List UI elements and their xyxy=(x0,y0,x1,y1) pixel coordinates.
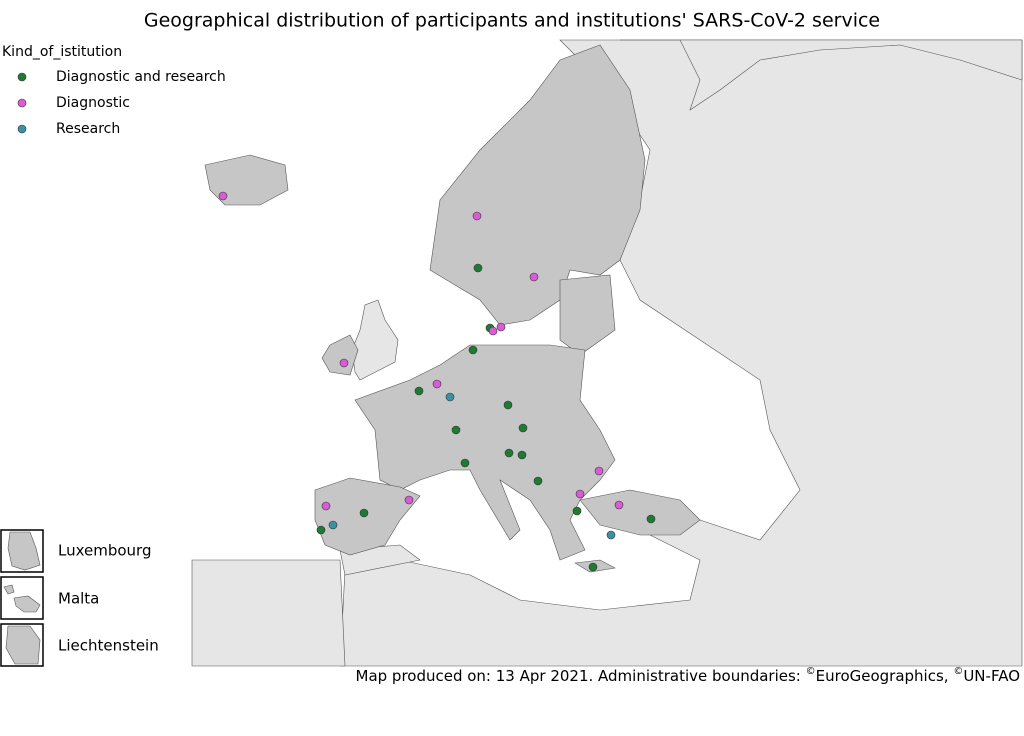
institution-point xyxy=(472,211,482,221)
institution-point xyxy=(473,263,483,273)
legend-label: Diagnostic xyxy=(56,95,130,111)
footer-text: UN-FAO xyxy=(963,667,1020,685)
institution-point xyxy=(432,379,442,389)
institution-point xyxy=(533,476,543,486)
legend-marker xyxy=(17,124,27,134)
institution-point xyxy=(594,466,604,476)
institution-point xyxy=(504,448,514,458)
country xyxy=(354,344,616,561)
footer-copyright: © xyxy=(953,666,963,677)
institution-point xyxy=(321,501,331,511)
institution-point xyxy=(646,514,656,524)
land xyxy=(620,39,1023,111)
inset-label: Malta xyxy=(58,590,99,608)
legend: Diagnostic and research Diagnostic Researc… xyxy=(17,69,226,137)
institution-point xyxy=(316,525,326,535)
country xyxy=(321,334,359,376)
country xyxy=(579,489,701,536)
land xyxy=(191,559,346,667)
institution-point xyxy=(588,562,598,572)
institution-point xyxy=(468,345,478,355)
institution-point xyxy=(414,386,424,396)
inset-shape xyxy=(7,531,41,571)
institution-point xyxy=(496,322,506,332)
title: Geographical distribution of participant… xyxy=(144,10,880,32)
institution-point xyxy=(575,489,585,499)
institution-point xyxy=(606,530,616,540)
institution-point xyxy=(503,400,513,410)
institution-point xyxy=(517,450,527,460)
institution-point xyxy=(218,191,228,201)
institution-point xyxy=(529,272,539,282)
institution-point xyxy=(339,358,349,368)
institution-point xyxy=(572,506,582,516)
legend-label: Research xyxy=(56,121,120,137)
legend-label: Diagnostic and research xyxy=(56,69,226,85)
points xyxy=(218,191,656,572)
inset-label: Liechtenstein xyxy=(58,637,159,655)
institution-point xyxy=(328,520,338,530)
legend-title: Kind_of_istitution xyxy=(2,44,122,60)
institution-point xyxy=(460,458,470,468)
institution-point xyxy=(488,326,498,336)
institution-point xyxy=(445,392,455,402)
inset-shape xyxy=(3,584,41,613)
institution-point xyxy=(404,495,414,505)
inset-label: Luxembourg xyxy=(58,542,152,560)
country xyxy=(559,274,616,356)
legend-marker xyxy=(17,72,27,82)
legend-marker xyxy=(17,98,27,108)
institution-point xyxy=(359,508,369,518)
institution-point xyxy=(451,425,461,435)
institution-point xyxy=(614,500,624,510)
footer-text: Map produced on: 13 Apr 2021. Administra… xyxy=(356,667,806,685)
country xyxy=(204,154,289,206)
footer-text: EuroGeographics, xyxy=(816,667,954,685)
insets: Luxembourg Malta Liechtenstein xyxy=(0,529,159,667)
inset-shape xyxy=(5,625,41,665)
footer-copyright: © xyxy=(806,666,816,677)
institution-point xyxy=(518,423,528,433)
footer: Map produced on: 13 Apr 2021. Administra… xyxy=(356,666,1021,685)
country xyxy=(429,44,646,326)
map xyxy=(191,39,1023,667)
